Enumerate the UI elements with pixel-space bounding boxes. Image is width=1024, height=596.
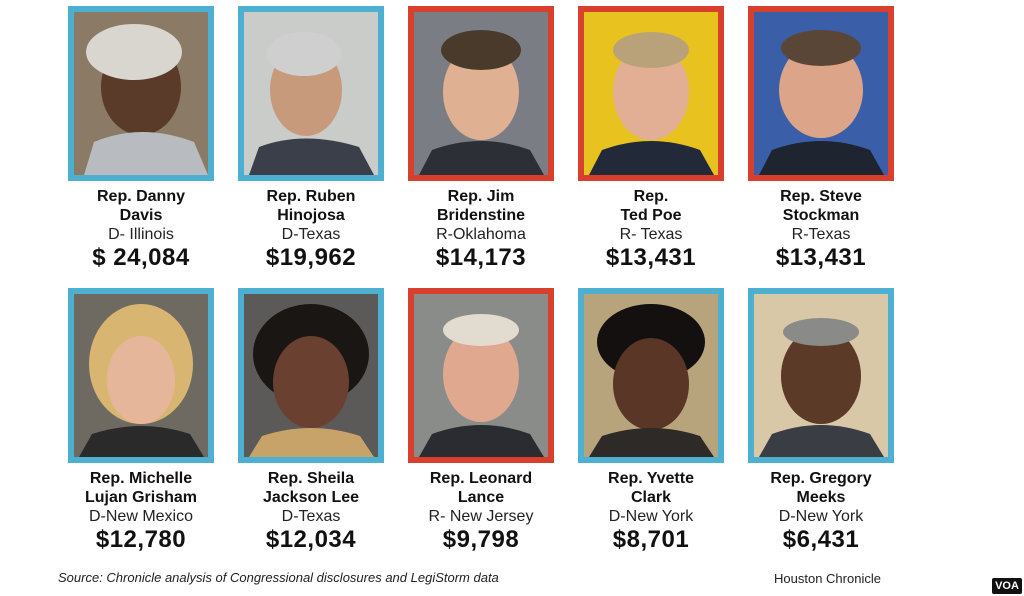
amount: $19,962 — [265, 244, 357, 271]
party-state: D-Texas — [281, 226, 341, 243]
portrait-frame — [578, 6, 724, 181]
card-gregory-meeks: Rep. Gregory Meeks D-New York $6,431 — [736, 288, 906, 554]
amount: $8,701 — [612, 526, 690, 553]
card-danny-davis: Rep. Danny Davis D- Illinois $ 24,084 — [56, 6, 226, 272]
portrait-frame — [748, 288, 894, 463]
party-state: R- Texas — [619, 226, 683, 243]
portrait-photo — [244, 12, 378, 175]
card-jim-bridenstine: Rep. Jim Bridenstine R-Oklahoma $14,173 — [396, 6, 566, 272]
representative-name: Rep. Michelle Lujan Grisham — [84, 470, 198, 506]
portrait-frame — [408, 6, 554, 181]
representative-name: Rep. Yvette Clark — [608, 470, 694, 506]
party-state: R-Texas — [791, 226, 851, 243]
card-yvette-clark: Rep. Yvette Clark D-New York $8,701 — [566, 288, 736, 554]
amount: $13,431 — [775, 244, 867, 271]
amount: $14,173 — [435, 244, 527, 271]
portrait-frame — [238, 6, 384, 181]
portrait-photo — [414, 294, 548, 457]
party-state: D-Texas — [281, 508, 341, 525]
representative-name: Rep. Ted Poe — [620, 188, 682, 224]
portrait-photo — [754, 294, 888, 457]
card-sheila-jackson-lee: Rep. Sheila Jackson Lee D-Texas $12,034 — [226, 288, 396, 554]
party-state: D-New Mexico — [88, 508, 193, 525]
representative-name: Rep. Leonard Lance — [429, 470, 533, 506]
amount: $9,798 — [442, 526, 520, 553]
representative-name: Rep. Gregory Meeks — [770, 470, 872, 506]
card-ruben-hinojosa: Rep. Ruben Hinojosa D-Texas $19,962 — [226, 6, 396, 272]
party-state: D-New York — [608, 508, 694, 525]
portrait-frame — [68, 6, 214, 181]
representative-name: Rep. Sheila Jackson Lee — [262, 470, 360, 506]
portrait-frame — [748, 6, 894, 181]
portrait-photo — [754, 12, 888, 175]
amount: $12,780 — [95, 526, 187, 553]
party-state: R- New Jersey — [428, 508, 534, 525]
representative-name: Rep. Jim Bridenstine — [436, 188, 525, 224]
portrait-frame — [578, 288, 724, 463]
portrait-frame — [408, 288, 554, 463]
card-steve-stockman: Rep. Steve Stockman R-Texas $13,431 — [736, 6, 906, 272]
portrait-photo — [74, 294, 208, 457]
portrait-photo — [74, 12, 208, 175]
card-michelle-lujan-grisham: Rep. Michelle Lujan Grisham D-New Mexico… — [56, 288, 226, 554]
portrait-photo — [584, 12, 718, 175]
card-ted-poe: Rep. Ted Poe R- Texas $13,431 — [566, 6, 736, 272]
credit-line: Houston Chronicle — [774, 571, 881, 586]
representative-name: Rep. Steve Stockman — [780, 188, 862, 224]
representative-name: Rep. Ruben Hinojosa — [266, 188, 356, 224]
source-note: Source: Chronicle analysis of Congressio… — [58, 570, 499, 585]
amount: $13,431 — [605, 244, 697, 271]
amount: $ 24,084 — [92, 244, 190, 271]
party-state: D-New York — [778, 508, 864, 525]
party-state: R-Oklahoma — [436, 226, 526, 243]
voa-logo: VOA — [992, 578, 1022, 594]
card-leonard-lance: Rep. Leonard Lance R- New Jersey $9,798 — [396, 288, 566, 554]
amount: $6,431 — [782, 526, 860, 553]
portrait-frame — [238, 288, 384, 463]
portrait-photo — [414, 12, 548, 175]
portrait-frame — [68, 288, 214, 463]
portrait-photo — [584, 294, 718, 457]
portrait-photo — [244, 294, 378, 457]
party-state: D- Illinois — [108, 226, 174, 243]
amount: $12,034 — [265, 526, 357, 553]
representative-name: Rep. Danny Davis — [96, 188, 185, 224]
